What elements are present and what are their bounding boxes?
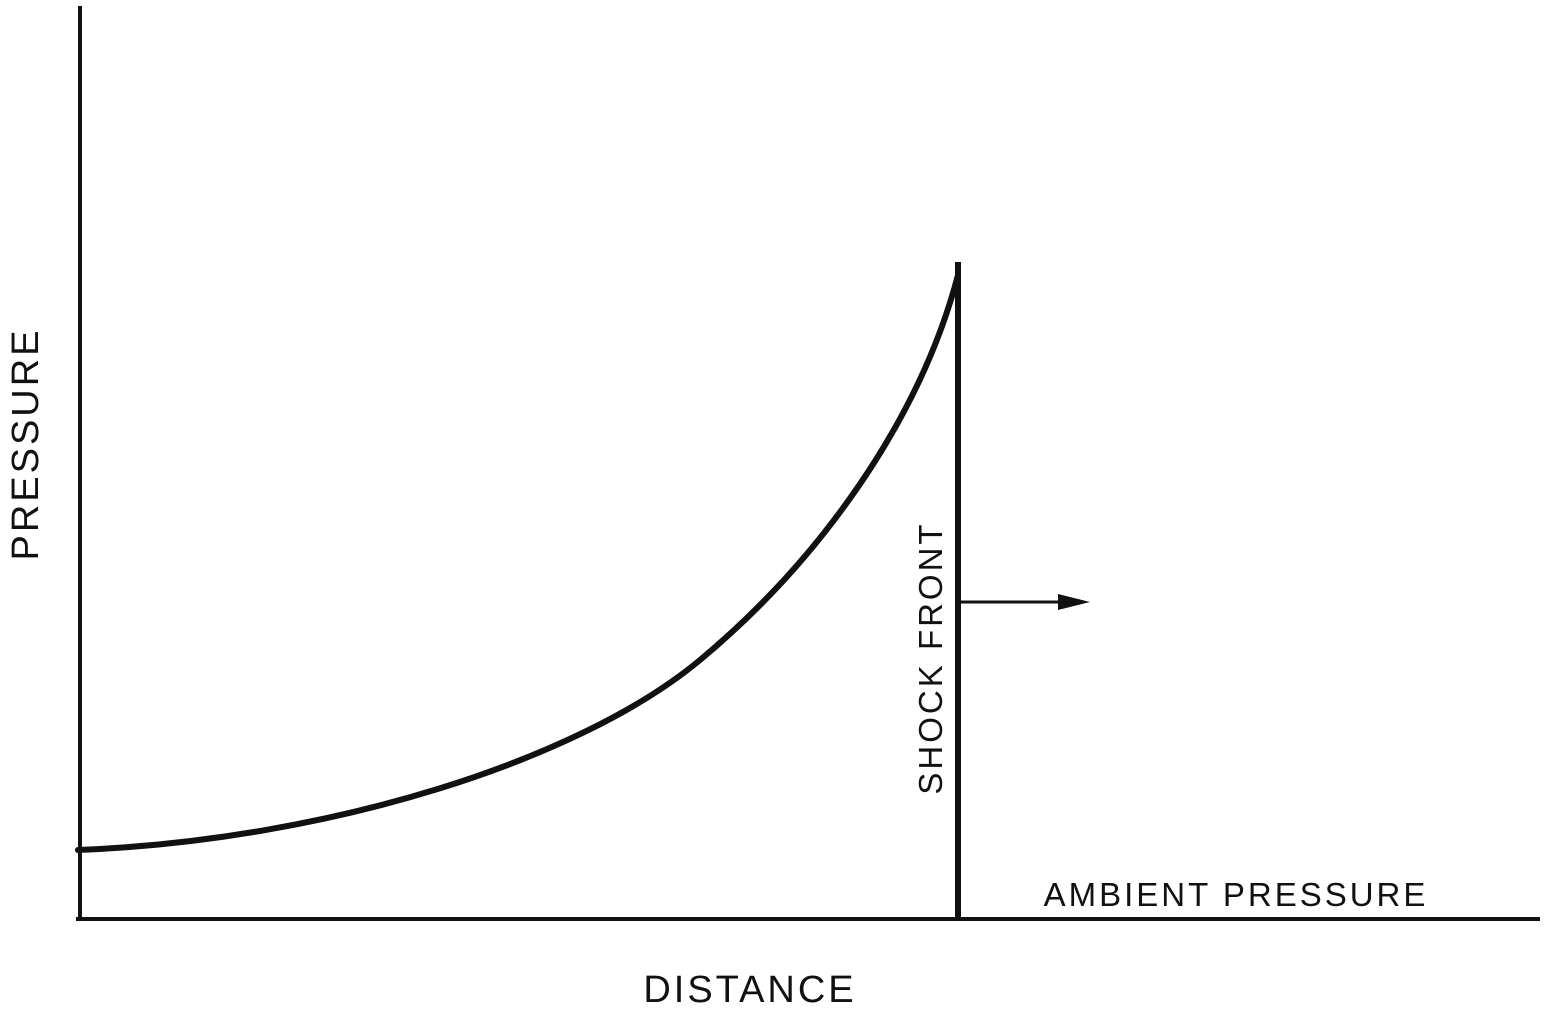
pressure-curve xyxy=(75,272,961,853)
ambient-pressure-label: AMBIENT PRESSURE xyxy=(1044,876,1429,913)
x-axis-label: DISTANCE xyxy=(643,969,856,1009)
shock-front-label: SHOCK FRONT xyxy=(912,521,949,794)
y-axis-label: PRESSURE xyxy=(5,327,47,560)
propagation-arrow-head xyxy=(1058,594,1090,610)
